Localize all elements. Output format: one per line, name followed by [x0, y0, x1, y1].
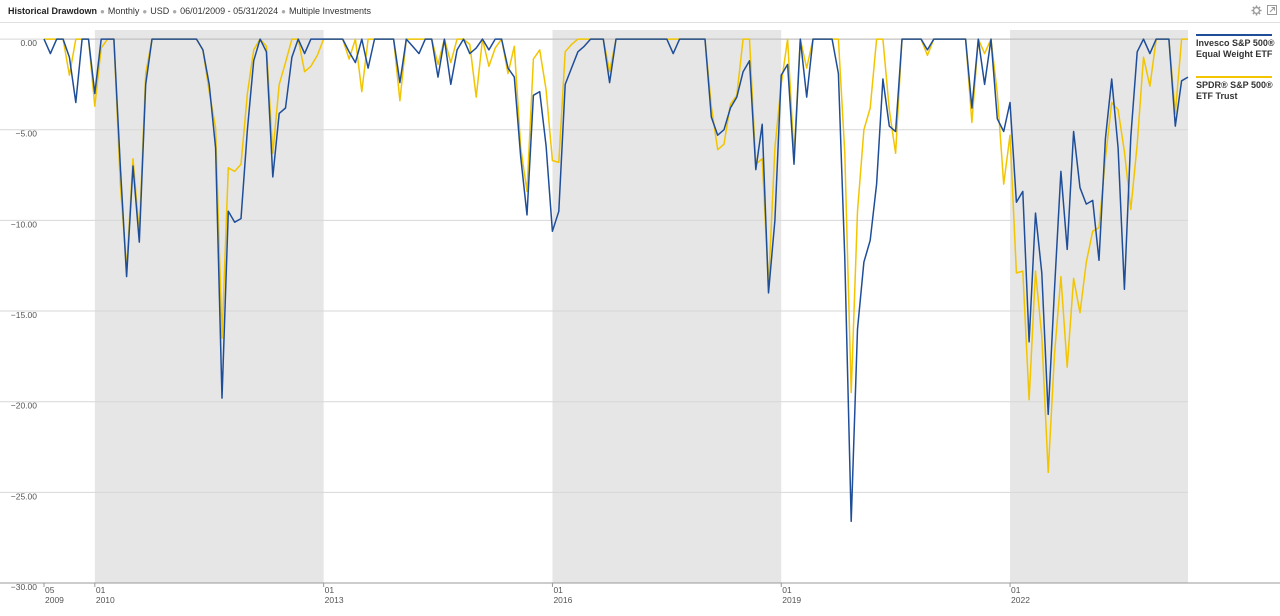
legend-line: ETF Trust: [1196, 91, 1238, 101]
chart-legend: Invesco S&P 500® Equal Weight ETF SPDR® …: [1196, 30, 1276, 114]
legend-line: Equal Weight ETF: [1196, 49, 1273, 59]
x-tick-month: 01: [325, 585, 335, 595]
y-tick-label: −20.00: [11, 401, 38, 411]
x-tick-month: 01: [553, 585, 563, 595]
x-tick-year: 2009: [45, 595, 64, 605]
legend-line: SPDR® S&P 500®: [1196, 80, 1273, 90]
legend-item-invesco[interactable]: Invesco S&P 500® Equal Weight ETF: [1196, 30, 1276, 60]
x-tick-month: 01: [782, 585, 792, 595]
shaded-band: [1010, 30, 1188, 583]
y-tick-label: −15.00: [11, 310, 38, 320]
drawdown-chart: 0.00 −5.00 −10.00 −15.00 −20.00 −25.00 −30.00 0…: [0, 30, 1280, 605]
x-tick-month: 01: [96, 585, 106, 595]
legend-line: Invesco S&P 500®: [1196, 38, 1275, 48]
x-tick-month: 05: [45, 585, 55, 595]
header-date-range: 06/01/2009 - 05/31/2024: [180, 6, 279, 16]
y-tick-label: −25.00: [11, 491, 38, 501]
header-crumbs: Historical Drawdown ● Monthly ● USD ● 06/01/20…: [0, 0, 371, 23]
separator-dot: ●: [172, 7, 178, 16]
chart-header: Historical Drawdown ● Monthly ● USD ● 06/01/20…: [0, 0, 1280, 23]
separator-dot: ●: [142, 7, 148, 16]
legend-label-invesco: Invesco S&P 500® Equal Weight ETF: [1196, 38, 1276, 60]
x-tick-year: 2019: [782, 595, 801, 605]
x-tick-year: 2022: [1011, 595, 1030, 605]
y-tick-label: 0.00: [20, 38, 37, 48]
x-tick-year: 2013: [325, 595, 344, 605]
separator-dot: ●: [281, 7, 287, 16]
legend-swatch-spdr: [1196, 76, 1272, 78]
separator-dot: ●: [100, 7, 105, 16]
legend-label-spdr: SPDR® S&P 500® ETF Trust: [1196, 80, 1276, 102]
y-tick-label: −10.00: [11, 219, 38, 229]
header-currency: USD: [150, 6, 170, 16]
x-tick-year: 2016: [553, 595, 572, 605]
legend-item-spdr[interactable]: SPDR® S&P 500® ETF Trust: [1196, 72, 1276, 102]
header-title: Historical Drawdown: [8, 6, 98, 16]
legend-swatch-invesco: [1196, 34, 1272, 36]
expand-icon[interactable]: [1266, 5, 1278, 17]
header-frequency: Monthly: [107, 6, 140, 16]
x-tick-year: 2010: [96, 595, 115, 605]
gear-icon[interactable]: [1250, 5, 1262, 17]
series-line-invesco: [43, 38, 1189, 523]
shaded-band: [552, 30, 782, 583]
header-mode: Multiple Investments: [289, 6, 372, 16]
shaded-band: [94, 30, 324, 583]
x-tick-month: 01: [1011, 585, 1021, 595]
y-tick-label: −5.00: [15, 129, 37, 139]
y-tick-label: −30.00: [11, 582, 38, 592]
